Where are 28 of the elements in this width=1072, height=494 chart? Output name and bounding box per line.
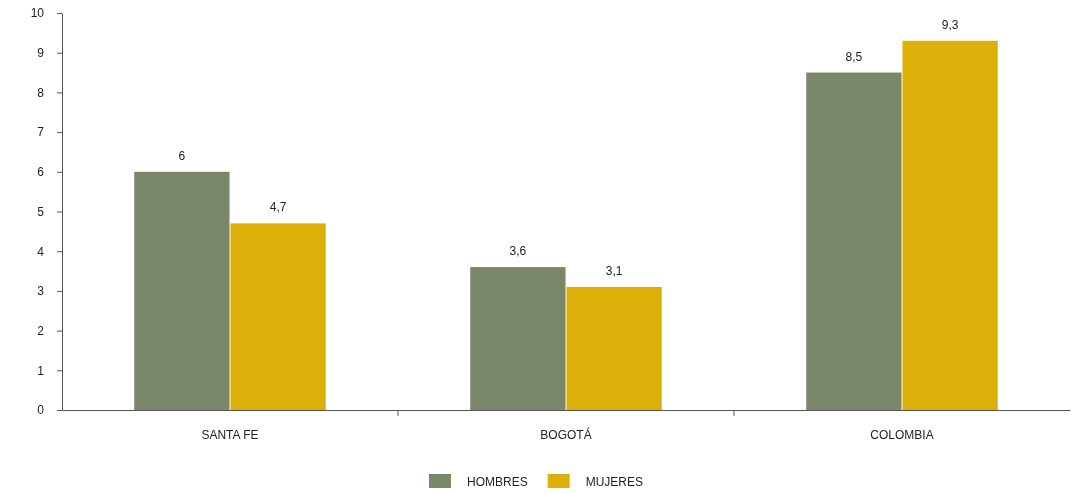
bar: [806, 72, 902, 410]
data-label: 6: [178, 148, 186, 163]
data-label: 3,6: [509, 244, 527, 259]
bar: [902, 40, 998, 410]
data-label: 3,1: [605, 263, 623, 278]
y-tick-label: 5: [37, 204, 45, 219]
y-tick-label: 2: [37, 323, 45, 338]
y-tick-label: 8: [37, 85, 45, 100]
bar: [470, 267, 566, 410]
y-tick-label: 10: [30, 6, 45, 21]
bar: [230, 223, 326, 410]
legend-label: MUJERES: [585, 475, 644, 489]
x-tick-label: COLOMBIA: [870, 428, 934, 442]
data-label: 8,5: [845, 49, 863, 64]
y-tick-label: 7: [37, 125, 45, 140]
y-tick-label: 9: [37, 46, 45, 61]
bar: [134, 171, 230, 410]
y-tick-label: 4: [37, 244, 45, 259]
bar: [566, 286, 662, 410]
data-label: 4,7: [269, 200, 287, 215]
legend-label: HOMBRES: [466, 475, 528, 489]
y-tick-label: 1: [37, 363, 45, 378]
y-tick-label: 6: [37, 165, 45, 180]
y-tick-label: 3: [37, 284, 45, 299]
x-tick-label: SANTA FE: [201, 428, 259, 442]
y-tick-label: 0: [37, 403, 45, 418]
x-tick-label: BOGOTÁ: [540, 427, 592, 442]
data-label: 9,3: [941, 17, 959, 32]
